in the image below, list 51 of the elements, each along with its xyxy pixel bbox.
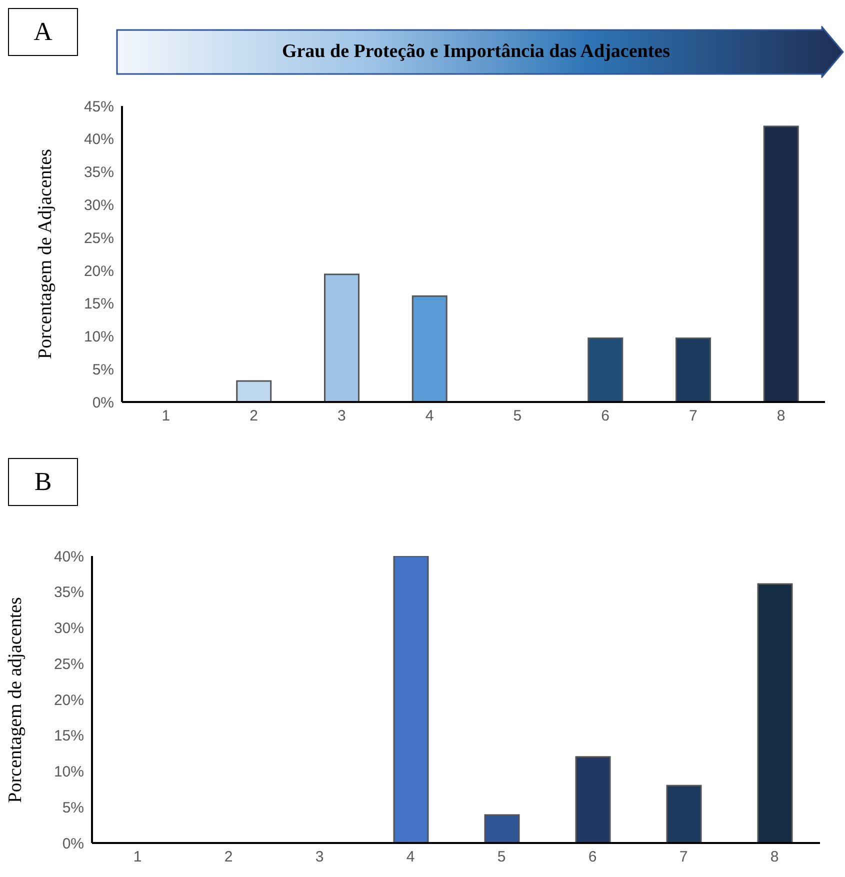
y-tick-label: 45% — [84, 98, 114, 116]
bar — [588, 337, 624, 402]
x-tick-label: 7 — [689, 408, 698, 425]
chart-title: B — [8, 458, 78, 506]
y-tick-label: 5% — [62, 799, 84, 816]
x-tick-label: 8 — [776, 408, 786, 425]
bar — [763, 126, 799, 402]
y-tick-label: 20% — [54, 692, 84, 709]
chart-title: A — [8, 8, 78, 56]
y-tick-label: 20% — [84, 262, 114, 280]
x-tick-label: 2 — [224, 848, 233, 866]
x-tick-label: 7 — [679, 848, 688, 866]
bar — [484, 814, 520, 843]
chart-subtitle: Grau de Proteção e Importância das Adjacentes — [280, 40, 672, 64]
y-tick-label: 0% — [62, 835, 84, 852]
bar — [393, 556, 429, 843]
bar — [236, 380, 272, 402]
x-tick-label: 5 — [513, 408, 522, 425]
x-tick-label: 6 — [601, 408, 610, 425]
bar — [676, 337, 711, 402]
y-tick-label: 15% — [54, 728, 84, 745]
y-tick-label: 30% — [54, 620, 84, 638]
bar — [666, 784, 702, 843]
x-tick-label: 4 — [425, 408, 434, 425]
x-tick-label: 8 — [770, 848, 779, 866]
x-tick-label: 5 — [497, 848, 506, 866]
bar — [575, 756, 611, 843]
y-tick-label: 35% — [54, 584, 84, 602]
x-tick-label: 3 — [338, 408, 346, 425]
x-tick-label: 1 — [162, 408, 170, 425]
y-tick-label: 40% — [84, 131, 114, 148]
bar — [757, 583, 793, 843]
bar — [412, 295, 448, 402]
x-tick-label: 2 — [250, 408, 258, 425]
bar — [324, 274, 360, 402]
y-tick-label: 40% — [54, 548, 84, 566]
y-tick-label: 25% — [54, 656, 84, 673]
x-tick-label: 1 — [133, 848, 142, 866]
y-tick-label: 0% — [92, 394, 114, 412]
x-tick-label: 6 — [588, 848, 597, 866]
y-axis-title: Porcentagem de adjacentes — [5, 597, 27, 803]
y-tick-label: 5% — [92, 361, 114, 378]
y-tick-label: 25% — [84, 230, 114, 247]
x-tick-label: 3 — [315, 848, 324, 866]
y-tick-label: 30% — [84, 196, 114, 214]
y-tick-label: 35% — [84, 164, 114, 182]
y-tick-label: 10% — [84, 328, 114, 346]
y-tick-label: 15% — [84, 296, 114, 313]
x-tick-label: 4 — [406, 848, 415, 866]
y-axis-title: Porcentagem de Adjacentes — [35, 149, 57, 359]
y-tick-label: 10% — [54, 764, 84, 781]
